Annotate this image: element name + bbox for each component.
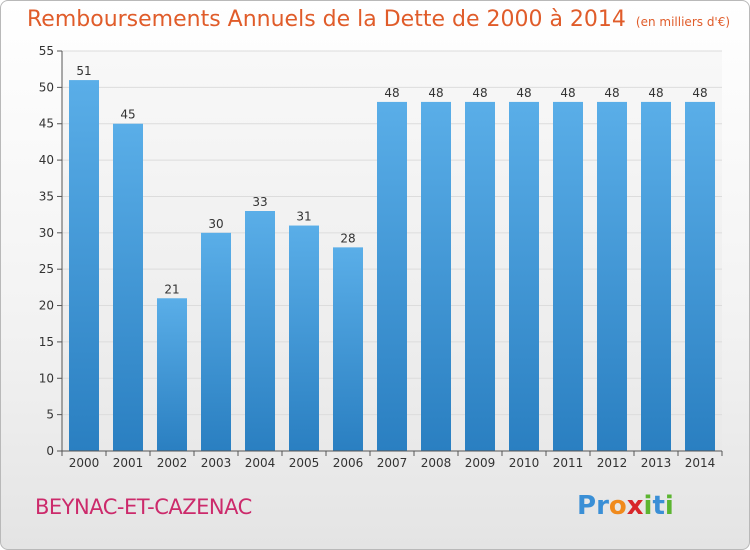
y-tick-label: 35: [39, 189, 54, 203]
y-tick-label: 10: [39, 371, 54, 385]
y-tick-label: 15: [39, 335, 54, 349]
bar-value-label: 48: [692, 86, 707, 100]
bar-value-label: 48: [472, 86, 487, 100]
bar: [201, 232, 231, 451]
x-tick-label: 2012: [597, 456, 628, 470]
y-tick-label: 25: [39, 262, 54, 276]
x-tick-label: 2005: [289, 456, 320, 470]
bar: [641, 101, 671, 451]
logo-letter: i: [643, 491, 653, 521]
x-tick-label: 2009: [465, 456, 496, 470]
bar: [465, 101, 495, 451]
bar: [597, 101, 627, 451]
bar: [289, 225, 319, 451]
x-tick-label: 2011: [553, 456, 584, 470]
chart-title-text: Remboursements Annuels de la Dette de 20…: [27, 7, 626, 32]
logo-letter: i: [664, 491, 674, 521]
bar-value-label: 33: [252, 195, 267, 209]
x-tick-label: 2004: [245, 456, 276, 470]
bar-value-label: 48: [560, 86, 575, 100]
logo-letter: r: [596, 491, 609, 521]
value-labels: 51 45 21 30 33 31 28 48 48 48 48 48 48 48 48: [76, 64, 707, 296]
logo-letter: o: [608, 491, 627, 521]
x-axis: 2000 2001 2002 2003 2004 2005 2006 2007 2008 2009…: [61, 450, 723, 470]
y-tick-label: 30: [39, 226, 54, 240]
bar: [245, 211, 275, 451]
x-tick-label: 2001: [113, 456, 144, 470]
bar-value-label: 21: [164, 282, 179, 296]
chart-title: Remboursements Annuels de la Dette de 20…: [27, 7, 730, 32]
x-tick-label: 2014: [685, 456, 716, 470]
logo-letter: t: [652, 491, 665, 521]
bar: [509, 101, 539, 451]
bar-value-label: 48: [384, 86, 399, 100]
x-tick-label: 2002: [157, 456, 188, 470]
x-tick-label: 2000: [69, 456, 100, 470]
x-tick-label: 2008: [421, 456, 452, 470]
logo-letter: P: [577, 491, 597, 521]
bar: [333, 247, 363, 451]
y-tick-label: 20: [39, 299, 54, 313]
proxiti-logo: Proxiti: [577, 491, 674, 521]
bar-value-label: 28: [340, 231, 355, 245]
x-tick-label: 2007: [377, 456, 408, 470]
logo-letter: x: [626, 491, 644, 521]
y-tick-label: 55: [39, 44, 54, 58]
y-tick-label: 40: [39, 153, 54, 167]
bar: [69, 80, 99, 451]
y-tick-label: 45: [39, 117, 54, 131]
bar-value-label: 30: [208, 217, 223, 231]
bar-value-label: 48: [648, 86, 663, 100]
bar-value-label: 51: [76, 64, 91, 78]
bar-value-label: 31: [296, 210, 311, 224]
bar: [377, 101, 407, 451]
y-tick-label: 50: [39, 80, 54, 94]
bar: [421, 101, 451, 451]
bar-value-label: 45: [120, 108, 135, 122]
bar: [113, 123, 143, 452]
x-tick-label: 2003: [201, 456, 232, 470]
bar-value-label: 48: [428, 86, 443, 100]
bars: [69, 80, 715, 452]
x-tick-label: 2013: [641, 456, 672, 470]
bar: [553, 101, 583, 451]
x-tick-label: 2010: [509, 456, 540, 470]
x-tick-label: 2006: [333, 456, 364, 470]
y-tick-label: 5: [46, 408, 54, 422]
y-axis: 0 5 10 15 20 25 30 35 40 45 50 55: [39, 44, 63, 458]
commune-name: BEYNAC-ET-CAZENAC: [35, 495, 252, 519]
bar: [685, 101, 715, 451]
bar: [157, 298, 187, 451]
bar-value-label: 48: [604, 86, 619, 100]
y-tick-label: 0: [46, 444, 54, 458]
chart-subtitle: (en milliers d'€): [635, 15, 731, 29]
bar-value-label: 48: [516, 86, 531, 100]
